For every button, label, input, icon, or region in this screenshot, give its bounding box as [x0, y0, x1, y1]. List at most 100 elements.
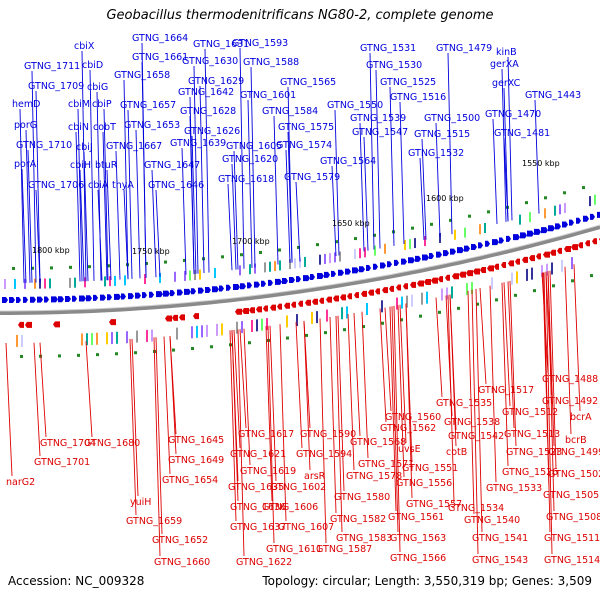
reverse-connector [163, 336, 171, 475]
forward-gene-label: GTNG_1547 [352, 127, 408, 138]
forward-gene-label: GTNG_1565 [280, 77, 336, 88]
forward-gene-label: GTNG_1515 [414, 129, 470, 140]
backbone-highlight [0, 224, 600, 312]
reverse-gene-arrow [263, 305, 268, 312]
forward-connector [102, 131, 108, 281]
reverse-gene-label: GTNG_1499 [548, 447, 600, 458]
reverse-connector [397, 305, 405, 478]
forward-connector [204, 48, 210, 273]
reverse-feature [491, 277, 493, 290]
forward-feature [454, 229, 456, 240]
scale-tick [487, 210, 490, 214]
reverse-gene-arrow [585, 240, 590, 247]
forward-gene-arrow [170, 290, 175, 297]
scale-tick [411, 226, 414, 230]
forward-connector [123, 79, 129, 280]
reverse-feature [196, 325, 198, 338]
forward-gene-label: GTNG_1579 [284, 172, 340, 183]
forward-gene-arrow [485, 240, 490, 247]
forward-gene-arrow [114, 293, 121, 300]
forward-feature [339, 251, 341, 262]
forward-connector [21, 168, 27, 283]
forward-connector [363, 136, 369, 251]
forward-gene-label: cbiG [87, 82, 108, 93]
reverse-feature [311, 311, 313, 324]
scale-tick [191, 346, 194, 350]
forward-feature [174, 271, 176, 282]
reverse-gene-arrow [592, 238, 597, 245]
reverse-gene-arrow [557, 247, 562, 254]
forward-gene-arrow [93, 294, 98, 301]
forward-connector [295, 181, 301, 262]
scale-tick [248, 341, 251, 345]
scale-tick [316, 243, 319, 247]
scale-tick [430, 222, 433, 226]
reverse-connector [303, 320, 311, 471]
forward-gene-label: GTNG_1593 [232, 38, 288, 49]
forward-gene-arrow [548, 225, 555, 232]
reverse-gene-label: uvsE [398, 444, 421, 455]
reverse-connector [573, 264, 581, 412]
reverse-connector [237, 329, 245, 557]
forward-feature [334, 252, 336, 263]
reverse-gene-arrow [494, 263, 499, 270]
reverse-feature [206, 324, 208, 337]
forward-feature [319, 254, 321, 265]
scale-tick [362, 325, 365, 329]
reverse-gene-label: GTNG_1540 [464, 515, 520, 526]
reverse-connector [229, 330, 237, 522]
forward-gene-arrow [527, 230, 534, 237]
forward-gene-label: GTNG_1639 [170, 138, 226, 149]
forward-feature [34, 278, 36, 289]
reverse-gene-label: GTNG_1583 [336, 533, 392, 544]
forward-gene-arrow [261, 280, 266, 287]
forward-connector [191, 135, 197, 274]
forward-gene-label: GTNG_1629 [188, 76, 244, 87]
reverse-gene-label: GTNG_1652 [152, 535, 208, 546]
reverse-gene-label: GTNG_1580 [334, 492, 390, 503]
reverse-gene-label: GTNG_1578 [346, 471, 402, 482]
reverse-gene-label: GTNG_1551 [402, 463, 458, 474]
reverse-feature [446, 287, 448, 300]
scale-tick [88, 265, 91, 269]
forward-gene-label: cbiX [74, 41, 95, 52]
scale-tick [50, 266, 53, 270]
reverse-feature [266, 318, 268, 331]
forward-feature [554, 205, 556, 216]
forward-connector [35, 189, 41, 283]
scale-tick [590, 274, 593, 278]
forward-feature [299, 257, 301, 268]
forward-connector [334, 109, 340, 256]
scale-tick [278, 248, 281, 252]
forward-gene-arrow [2, 296, 8, 303]
forward-feature [44, 278, 46, 289]
forward-gene-arrow [415, 255, 421, 262]
reverse-gene-label: GTNG_1659 [126, 516, 182, 527]
reverse-gene-label: GTNG_1680 [84, 438, 140, 449]
forward-gene-arrow [23, 296, 28, 303]
forward-gene-label: cbiD [82, 60, 103, 71]
reverse-connector [509, 280, 517, 447]
forward-gene-arrow [289, 277, 295, 284]
reverse-connector [329, 316, 337, 514]
reverse-gene-label: cotB [446, 447, 467, 458]
reverse-gene-label: GTNG_1508 [546, 512, 600, 523]
reverse-gene-arrow [389, 285, 394, 292]
reverse-feature [466, 283, 468, 296]
scale-tick [533, 289, 536, 293]
scale-tick [476, 302, 479, 306]
forward-feature [294, 258, 296, 269]
reverse-gene-arrow [543, 251, 550, 258]
forward-gene-label: GTNG_1630 [182, 56, 238, 67]
forward-gene-arrow [436, 251, 442, 258]
reverse-feature [516, 271, 518, 284]
forward-feature [409, 239, 411, 250]
forward-gene-label: GTNG_1539 [350, 113, 406, 124]
forward-connector [127, 109, 133, 279]
reverse-feature [241, 321, 243, 334]
reverse-gene-label: GTNG_1523 [506, 447, 562, 458]
forward-gene-arrow [373, 263, 378, 270]
reverse-gene-arrow [179, 314, 185, 321]
forward-feature [124, 275, 126, 286]
scale-tick [12, 266, 15, 270]
